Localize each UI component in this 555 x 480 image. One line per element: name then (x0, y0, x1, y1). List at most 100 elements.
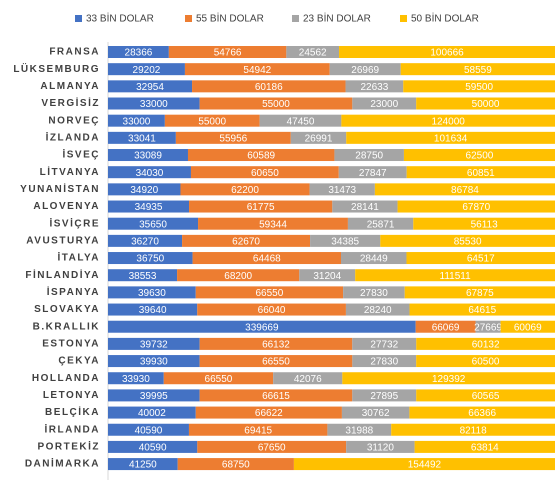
bar-segment (180, 183, 310, 196)
legend-swatch (400, 15, 407, 22)
data-label: 66132 (262, 340, 290, 351)
bar-segment (108, 406, 196, 419)
category-label: B.KRALLIK (33, 321, 100, 332)
bar-segment (175, 131, 291, 144)
bar-segment (108, 337, 200, 350)
bar-segment (341, 114, 555, 127)
category-label: ESTONYA (42, 339, 100, 350)
bar-segment (341, 406, 410, 419)
bar-segment (400, 63, 555, 76)
bar-segment (403, 80, 555, 93)
bar-segment (195, 406, 342, 419)
data-label: 154492 (408, 460, 442, 471)
data-label: 50000 (472, 99, 500, 110)
legend-label: 50 BİN DOLAR (411, 12, 479, 25)
bar-segment (475, 320, 501, 333)
category-label: İTALYA (57, 251, 100, 264)
data-label: 28366 (125, 48, 153, 59)
bar-segment (192, 252, 341, 265)
bar-segment (413, 217, 555, 230)
data-label: 67875 (466, 288, 494, 299)
bar-segment (199, 97, 353, 110)
data-label: 68200 (224, 271, 252, 282)
bar-segment (108, 458, 178, 471)
data-label: 34385 (331, 237, 359, 248)
data-label: 85530 (454, 237, 482, 248)
bar-segment (380, 234, 555, 247)
data-label: 34030 (136, 168, 164, 179)
bar-segment (108, 372, 164, 385)
data-label: 28449 (360, 254, 388, 265)
data-label: 60851 (467, 168, 495, 179)
category-label: NORVEÇ (48, 115, 100, 126)
category-label: İSPANYA (47, 285, 100, 298)
category-label: FRANSA (49, 47, 100, 58)
bar-segment (416, 389, 555, 402)
data-label: 36270 (131, 237, 159, 248)
bar-segment (108, 269, 178, 282)
data-label: 55000 (198, 116, 226, 127)
data-label: 61775 (247, 202, 275, 213)
bar-segment (293, 458, 555, 471)
data-label: 64615 (468, 305, 496, 316)
data-label: 66040 (258, 305, 286, 316)
bar-segment (259, 114, 342, 127)
bar-segment (352, 97, 417, 110)
bar-segment (197, 440, 347, 453)
bar-segment (108, 440, 198, 453)
category-label: HOLLANDA (32, 373, 100, 384)
data-label: 60500 (472, 357, 500, 368)
data-label: 27732 (370, 340, 398, 351)
data-label: 39630 (138, 288, 166, 299)
bar-segment (409, 406, 555, 419)
data-label: 54942 (243, 65, 271, 76)
legend-swatch (185, 15, 192, 22)
data-label: 27830 (370, 357, 398, 368)
bar-segment (403, 149, 555, 162)
bar-segment (299, 269, 356, 282)
data-label: 67650 (258, 443, 286, 454)
data-label: 69415 (244, 425, 272, 436)
category-label: ALOVENYA (33, 201, 100, 212)
data-label: 32954 (136, 82, 164, 93)
category-label: BELÇİKA (45, 405, 100, 418)
data-label: 62670 (232, 237, 260, 248)
data-label: 38553 (129, 271, 157, 282)
bar-segment (199, 389, 353, 402)
bar-segment (404, 286, 555, 299)
bar-segment (199, 355, 353, 368)
bar-segment (329, 63, 401, 76)
bar-segment (184, 63, 330, 76)
data-label: 27830 (360, 288, 388, 299)
data-label: 66550 (205, 374, 233, 385)
bar-segment (391, 423, 555, 436)
bar-segment (108, 97, 200, 110)
bar-segment (108, 166, 191, 179)
data-label: 39995 (140, 391, 168, 402)
data-label: 60186 (255, 82, 283, 93)
bar-segment (339, 46, 555, 58)
data-label: 59500 (465, 82, 493, 93)
data-label: 67870 (462, 202, 490, 213)
data-label: 56113 (471, 219, 499, 230)
category-label: VERGİSİZ (41, 96, 100, 109)
data-label: 23000 (370, 99, 398, 110)
bar-segment (345, 303, 410, 316)
data-label: 39930 (140, 357, 168, 368)
data-label: 27669 (474, 322, 502, 333)
category-label: YUNANİSTAN (20, 182, 100, 195)
data-label: 60650 (251, 168, 279, 179)
data-label: 33930 (122, 374, 150, 385)
data-label: 33000 (123, 116, 151, 127)
data-label: 33041 (128, 133, 156, 144)
data-label: 129392 (432, 374, 466, 385)
bar-segment (168, 46, 287, 58)
data-label: 66550 (256, 288, 284, 299)
bar-segment (409, 303, 555, 316)
bar-segment (190, 166, 339, 179)
bar-segment (164, 114, 260, 127)
data-label: 55000 (262, 99, 290, 110)
bar-segment (108, 131, 176, 144)
data-label: 39640 (139, 305, 167, 316)
